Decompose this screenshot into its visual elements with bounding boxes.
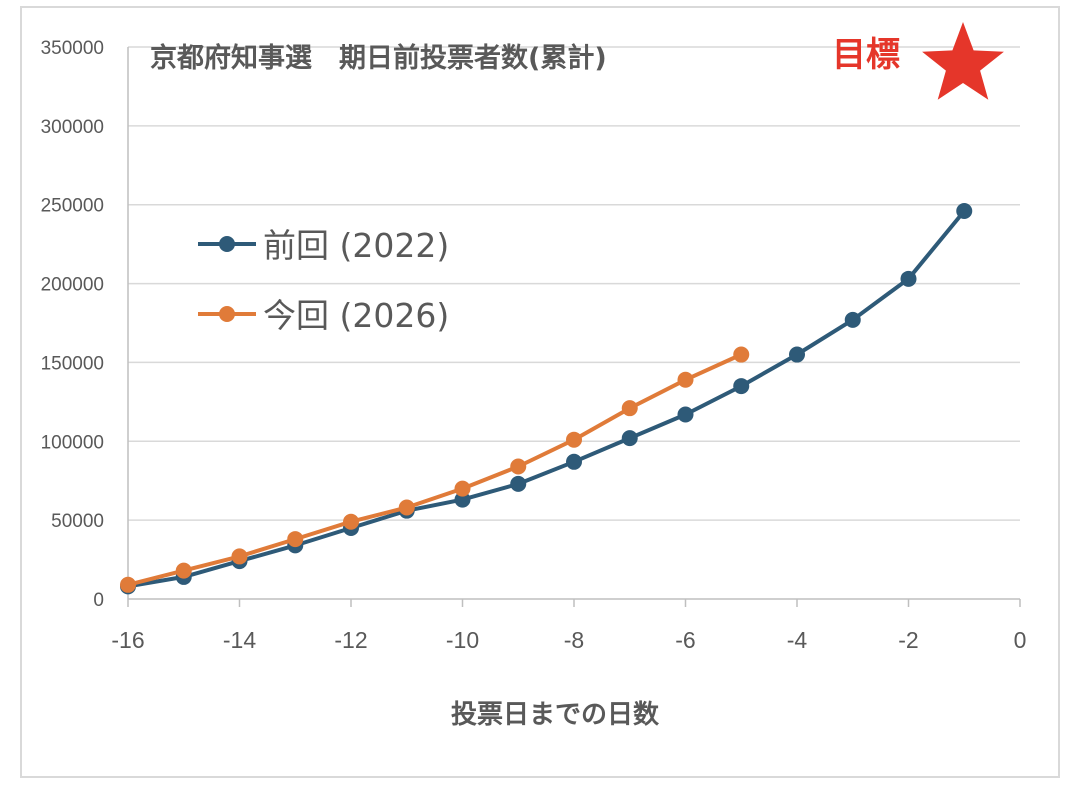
x-tick-label: -16	[111, 627, 144, 653]
data-point	[677, 406, 694, 423]
data-point	[621, 430, 638, 447]
x-tick-label: -4	[787, 627, 808, 653]
data-point	[956, 203, 973, 220]
series-line	[127, 352, 743, 587]
legend: 前回 (2022) 今回 (2026)	[198, 226, 449, 335]
data-point	[733, 346, 750, 363]
series-line	[127, 209, 966, 589]
legend-marker-previous	[219, 236, 235, 252]
x-tick-label: -6	[675, 627, 695, 653]
series-1	[120, 346, 750, 593]
legend-label-previous: 前回 (2022)	[263, 226, 449, 265]
data-point	[510, 458, 527, 475]
legend-label-current: 今回 (2026)	[263, 296, 449, 335]
data-point	[900, 270, 917, 287]
y-tick-label: 250000	[41, 196, 104, 217]
x-tick-label: 0	[1014, 627, 1027, 653]
y-tick-label: 0	[93, 590, 104, 611]
data-point	[287, 531, 304, 548]
y-tick-label: 200000	[41, 275, 104, 296]
chart-title: 京都府知事選 期日前投票者数(累計)	[150, 42, 607, 74]
data-point	[733, 378, 750, 395]
data-point	[120, 576, 136, 593]
x-tick-label: -2	[898, 627, 918, 653]
series-0	[120, 203, 973, 595]
data-point	[175, 562, 192, 579]
y-tick-label: 300000	[41, 117, 104, 138]
y-tick-labels: 0 50000 100000 150000 200000 250000 300000 3500…	[41, 38, 104, 611]
data-point	[343, 513, 359, 530]
y-tick-label: 100000	[41, 432, 104, 453]
gridlines	[128, 46, 1020, 521]
x-tick-label: -12	[334, 627, 367, 653]
y-tick-label: 350000	[41, 38, 104, 59]
target-label: 目標	[832, 35, 900, 75]
axes	[127, 47, 1021, 607]
data-point	[566, 453, 582, 470]
star-icon	[922, 22, 1004, 100]
x-tick-labels: -16 -14 -12 -10 -8 -6 -4 -2 0	[111, 627, 1026, 653]
data-point	[844, 311, 861, 328]
x-axis-label: 投票日までの日数	[451, 700, 660, 730]
data-point	[566, 431, 582, 448]
y-tick-label: 150000	[41, 353, 104, 374]
data-point	[510, 475, 527, 492]
data-point	[454, 480, 471, 497]
data-point	[231, 548, 248, 565]
chart-frame	[20, 6, 1060, 778]
data-point	[621, 400, 638, 417]
data-point	[677, 371, 694, 388]
data-point	[398, 499, 415, 516]
data-point	[454, 491, 471, 508]
x-tick-label: -14	[223, 627, 256, 653]
legend-marker-current	[219, 306, 235, 322]
y-tick-label: 50000	[51, 511, 104, 532]
data-point	[789, 346, 805, 363]
x-tick-label: -8	[564, 627, 584, 653]
x-tick-label: -10	[446, 627, 479, 653]
series-layer	[120, 203, 973, 595]
